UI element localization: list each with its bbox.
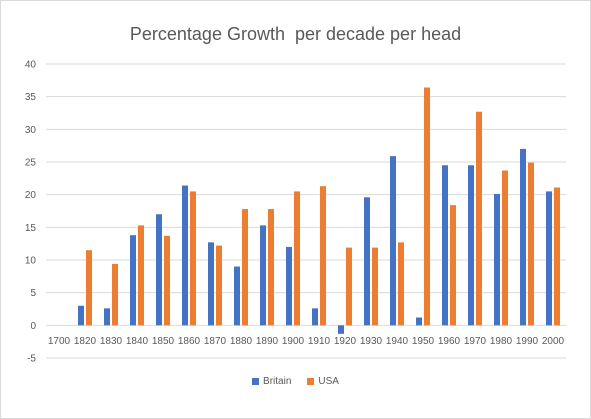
y-axis-ticks: -5 0 5 10 15 20 25 30 35 40 <box>25 60 37 365</box>
bar-britain-1820 <box>78 305 84 326</box>
bar-usa-1950 <box>424 87 430 326</box>
bar-britain-1900 <box>286 246 292 326</box>
bar-britain-1990 <box>520 148 526 326</box>
x-tick-label: 1960 <box>438 336 461 347</box>
bar-britain-1830 <box>104 308 110 326</box>
y-tick-label: 0 <box>30 321 36 332</box>
y-tick-label: 25 <box>25 158 37 169</box>
bar-usa-1980 <box>502 170 508 326</box>
bar-usa-2000 <box>554 187 560 326</box>
bar-britain-1860 <box>182 185 188 326</box>
bar-britain-1890 <box>260 225 266 326</box>
x-tick-label: 1820 <box>74 336 97 347</box>
legend-label: USA <box>318 376 339 387</box>
x-tick-label: 1990 <box>516 336 539 347</box>
x-tick-label: 1940 <box>386 336 409 347</box>
x-tick-label: 1700 <box>48 336 71 347</box>
y-tick-label: 40 <box>25 60 37 71</box>
x-axis-ticks: 1700 1820 1830 1840 1850 1860 1870 1880 1890 1900… <box>48 336 565 347</box>
legend-item-usa: USA <box>307 376 339 387</box>
bar-usa-1930 <box>372 247 378 326</box>
bar-britain-1840 <box>130 235 136 326</box>
x-tick-label: 1870 <box>204 336 227 347</box>
x-tick-label: 1920 <box>334 336 357 347</box>
y-tick-label: 10 <box>25 256 37 267</box>
bar-usa-1940 <box>398 242 404 326</box>
x-tick-label: 1890 <box>256 336 279 347</box>
bar-britain-1870 <box>208 242 214 326</box>
y-tick-label: 15 <box>25 223 37 234</box>
gridlines <box>46 63 566 359</box>
bar-usa-1830 <box>112 263 118 326</box>
bar-usa-1910 <box>320 186 326 326</box>
bar-britain-1930 <box>364 197 370 326</box>
legend: Britain USA <box>0 376 591 387</box>
bar-usa-1820 <box>86 250 92 326</box>
bar-britain-1970 <box>468 165 474 326</box>
bar-usa-1890 <box>268 209 274 326</box>
x-tick-label: 1980 <box>490 336 513 347</box>
bar-britain-1920 <box>338 325 344 334</box>
bar-usa-1960 <box>450 205 456 326</box>
x-tick-label: 1860 <box>178 336 201 347</box>
x-tick-label: 1970 <box>464 336 487 347</box>
x-tick-label: 1880 <box>230 336 253 347</box>
legend-swatch <box>252 378 260 385</box>
bar-britain-1980 <box>494 194 500 326</box>
legend-label: Britain <box>263 376 292 387</box>
bar-usa-1900 <box>294 191 300 326</box>
bar-britain-1880 <box>234 266 240 326</box>
x-tick-label: 1850 <box>152 336 175 347</box>
bar-britain-1960 <box>442 165 448 326</box>
bar-britain-1950 <box>416 317 422 326</box>
bar-britain-1910 <box>312 308 318 326</box>
bar-usa-1880 <box>242 209 248 326</box>
x-tick-label: 1900 <box>282 336 305 347</box>
bar-usa-1840 <box>138 225 144 326</box>
x-tick-label: 2000 <box>542 336 565 347</box>
bars <box>78 87 560 334</box>
y-tick-label: 30 <box>25 125 37 136</box>
y-tick-label: 35 <box>25 92 37 103</box>
bar-usa-1970 <box>476 111 482 326</box>
bar-usa-1990 <box>528 162 534 326</box>
y-tick-label: -5 <box>27 354 36 365</box>
bar-usa-1850 <box>164 235 170 326</box>
legend-item-britain: Britain <box>252 376 291 387</box>
x-tick-label: 1830 <box>100 336 123 347</box>
bar-britain-1850 <box>156 214 162 326</box>
x-tick-label: 1930 <box>360 336 383 347</box>
bar-usa-1860 <box>190 191 196 326</box>
x-tick-label: 1950 <box>412 336 435 347</box>
chart-title: Percentage Growth per decade per head <box>129 24 462 44</box>
y-tick-label: 5 <box>30 288 36 299</box>
bar-usa-1870 <box>216 245 222 326</box>
x-tick-label: 1840 <box>126 336 149 347</box>
legend-swatch <box>307 378 315 385</box>
bar-britain-1940 <box>390 156 396 326</box>
x-tick-label: 1910 <box>308 336 331 347</box>
bar-britain-2000 <box>546 191 552 326</box>
y-tick-label: 20 <box>25 190 37 201</box>
bar-usa-1920 <box>346 247 352 326</box>
